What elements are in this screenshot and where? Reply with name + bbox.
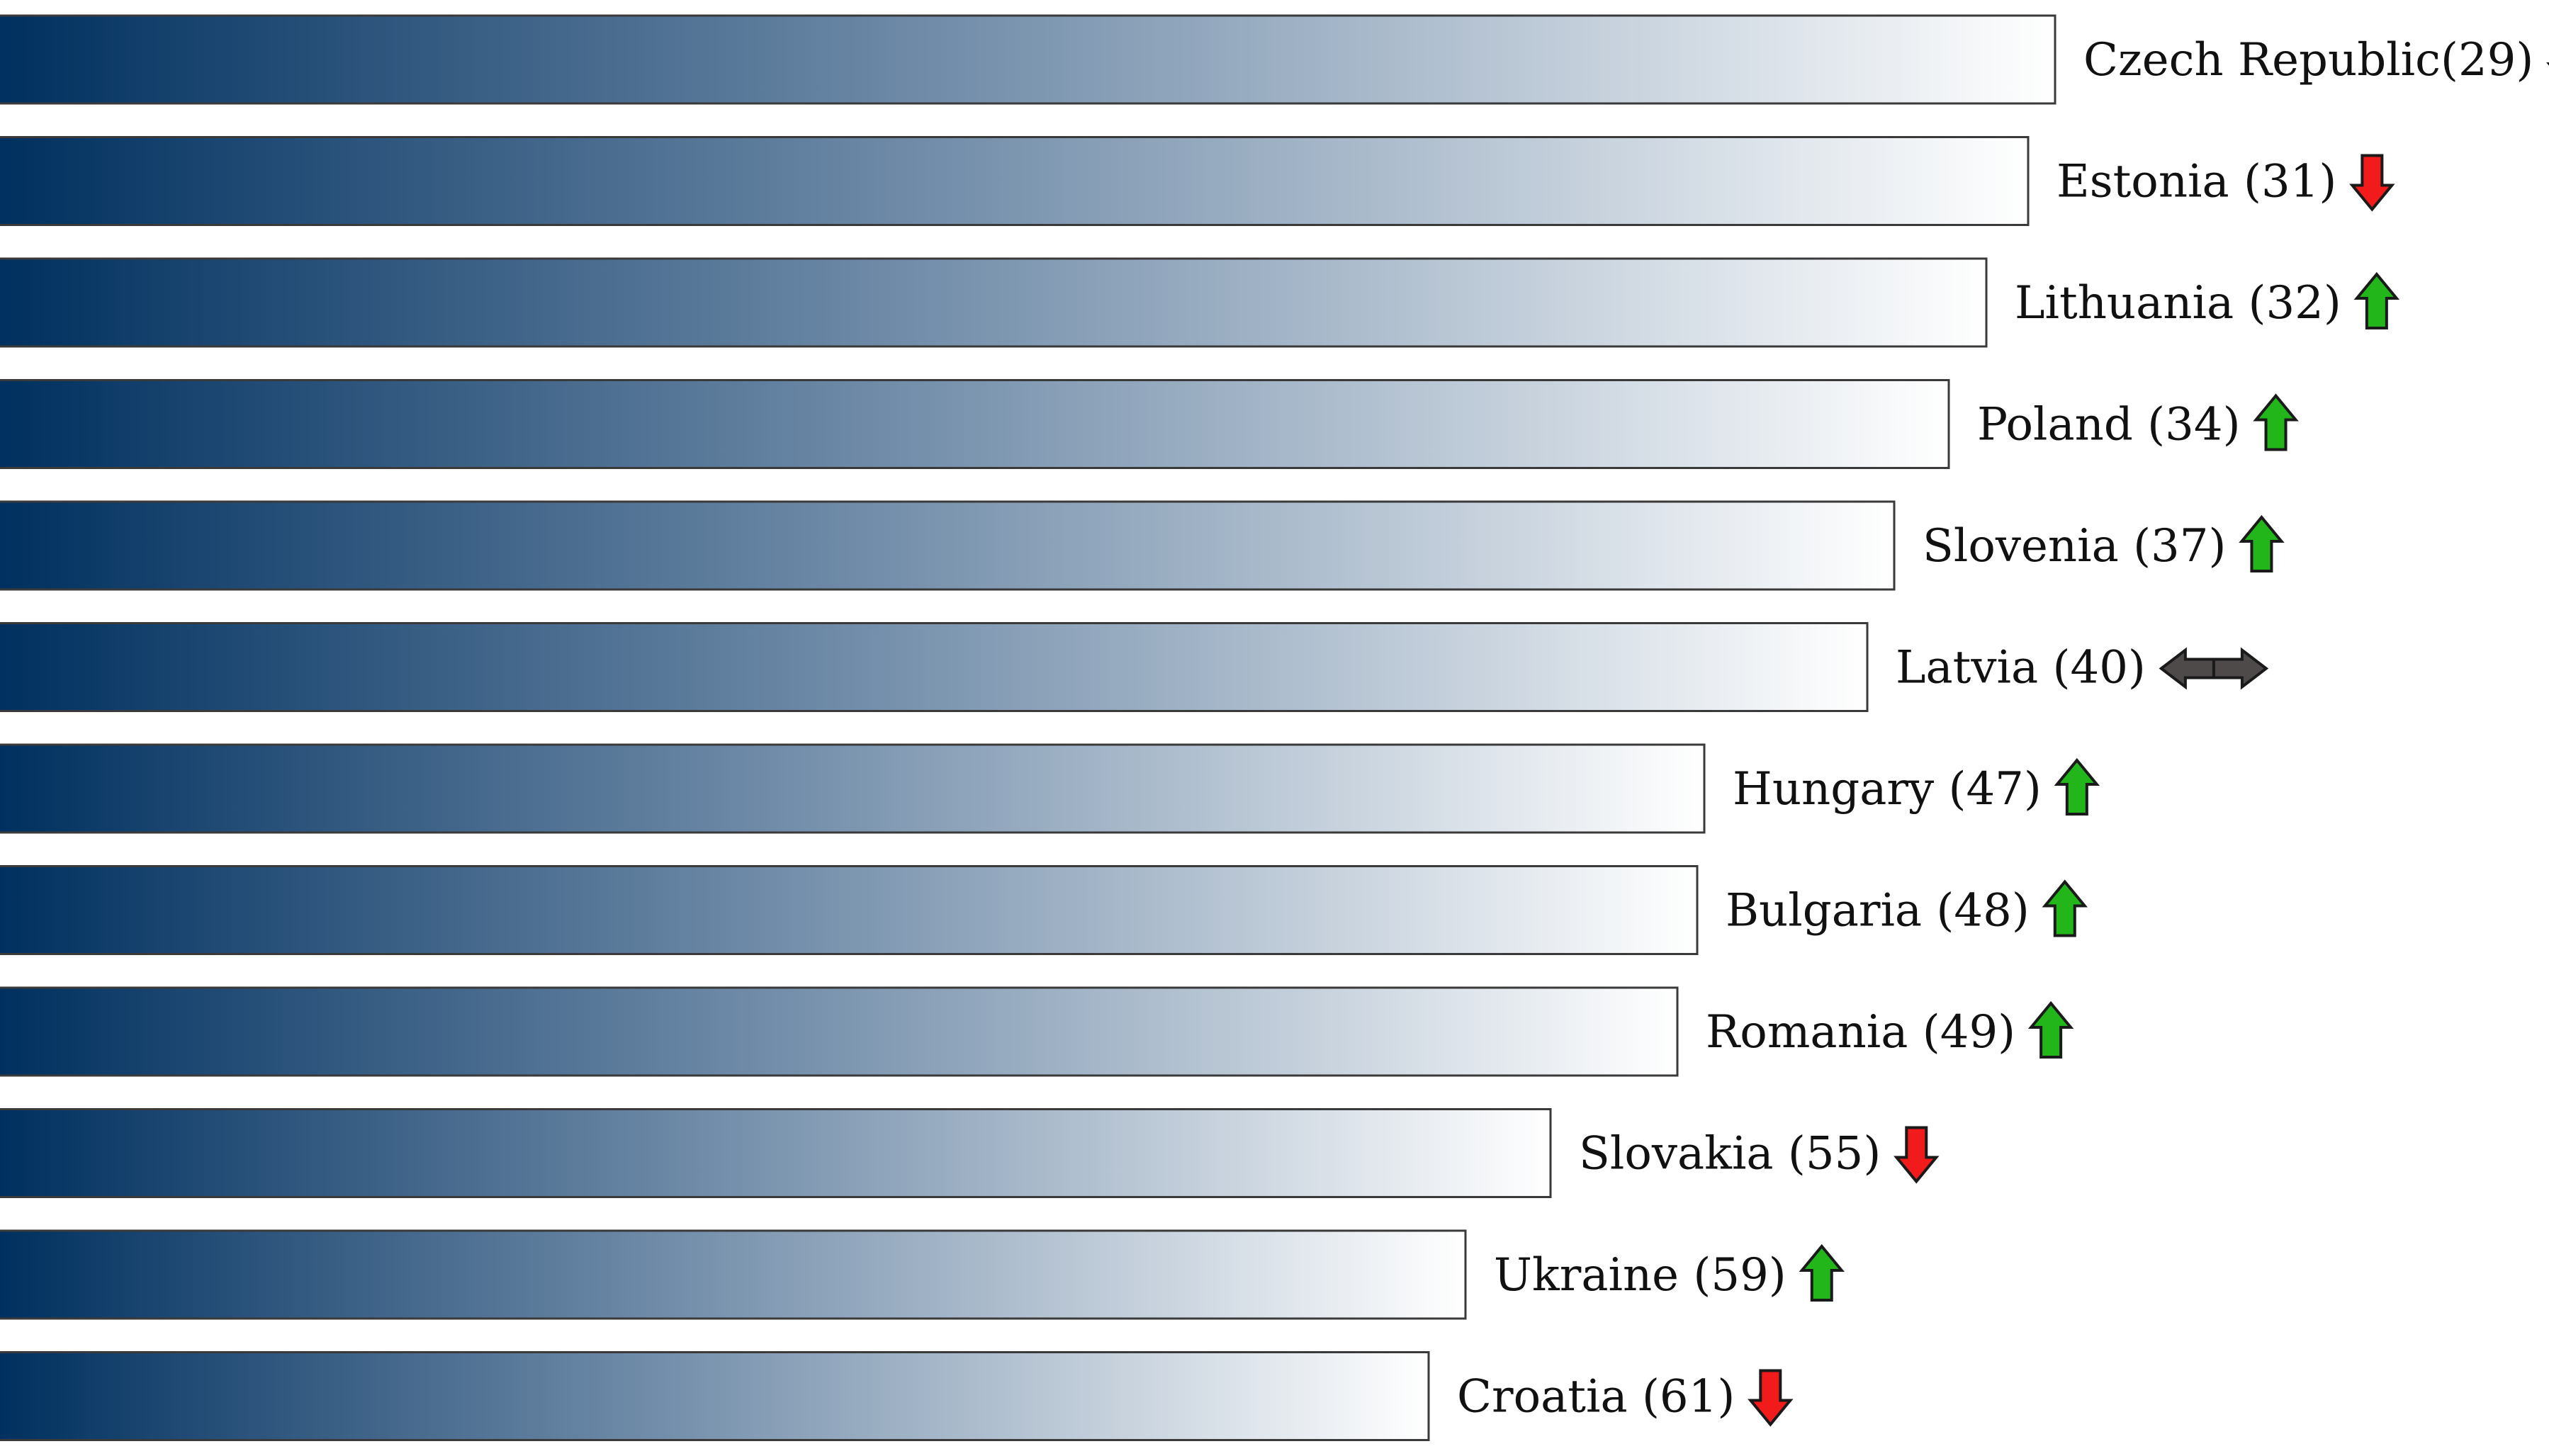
bar-label: Estonia (31): [2056, 156, 2336, 208]
bar-label: Latvia (40): [1896, 642, 2146, 694]
bar-label: Bulgaria (48): [1726, 885, 2030, 937]
trend-up-icon: [2353, 271, 2400, 329]
bar-label: Hungary (47): [1733, 763, 2042, 816]
bar: [0, 136, 2030, 226]
bar: [0, 986, 1679, 1077]
bar: [0, 257, 1988, 348]
bar: [0, 865, 1699, 955]
trend-up-icon: [2054, 757, 2100, 816]
bar-label: Poland (34): [1977, 399, 2241, 451]
bar-label: Romania (49): [1706, 1006, 2015, 1059]
trend-up-icon: [2253, 393, 2299, 451]
bar: [0, 500, 1896, 591]
bar-label: Czech Republic(29): [2083, 34, 2533, 86]
bar: [0, 1108, 1552, 1198]
trend-down-icon: [1748, 1369, 1794, 1427]
bar-row: Slovakia (55): [0, 1108, 1940, 1198]
bar-row: Bulgaria (48): [0, 865, 2088, 955]
bar-row: Lithuania (32): [0, 257, 2400, 348]
trend-up-icon: [2042, 879, 2088, 937]
bar: [0, 1229, 1467, 1320]
bar: [0, 379, 1950, 469]
bar-row: Estonia (31): [0, 136, 2395, 226]
bar-label: Slovakia (55): [1579, 1128, 1881, 1180]
bar: [0, 14, 2056, 105]
bar: [0, 743, 1706, 834]
bar-label: Lithuania (32): [2015, 277, 2341, 329]
bar-row: Croatia (61): [0, 1351, 1794, 1441]
bar-label: Ukraine (59): [1494, 1249, 1786, 1302]
trend-up-icon: [1799, 1243, 1845, 1302]
bar-label: Slovenia (37): [1923, 520, 2226, 572]
bar: [0, 622, 1869, 712]
bar-row: Ukraine (59): [0, 1229, 1845, 1320]
bar-label: Croatia (61): [1457, 1371, 1735, 1423]
bar-row: Romania (49): [0, 986, 2074, 1077]
bar: [0, 1351, 1430, 1441]
trend-neutral-icon: [2159, 647, 2269, 690]
bar-row: Czech Republic(29): [0, 14, 2549, 105]
trend-up-icon: [2239, 514, 2285, 572]
bar-row: Slovenia (37): [0, 500, 2285, 591]
bars-group: Czech Republic(29) Estonia (31) Lithuania …: [0, 14, 2549, 1441]
trend-down-icon: [1894, 1126, 1940, 1184]
trend-up-icon: [2027, 1000, 2074, 1059]
trend-down-icon: [2349, 154, 2395, 212]
bar-row: Latvia (40): [0, 622, 2269, 712]
bar-row: Hungary (47): [0, 743, 2100, 834]
bar-row: Poland (34): [0, 379, 2299, 469]
